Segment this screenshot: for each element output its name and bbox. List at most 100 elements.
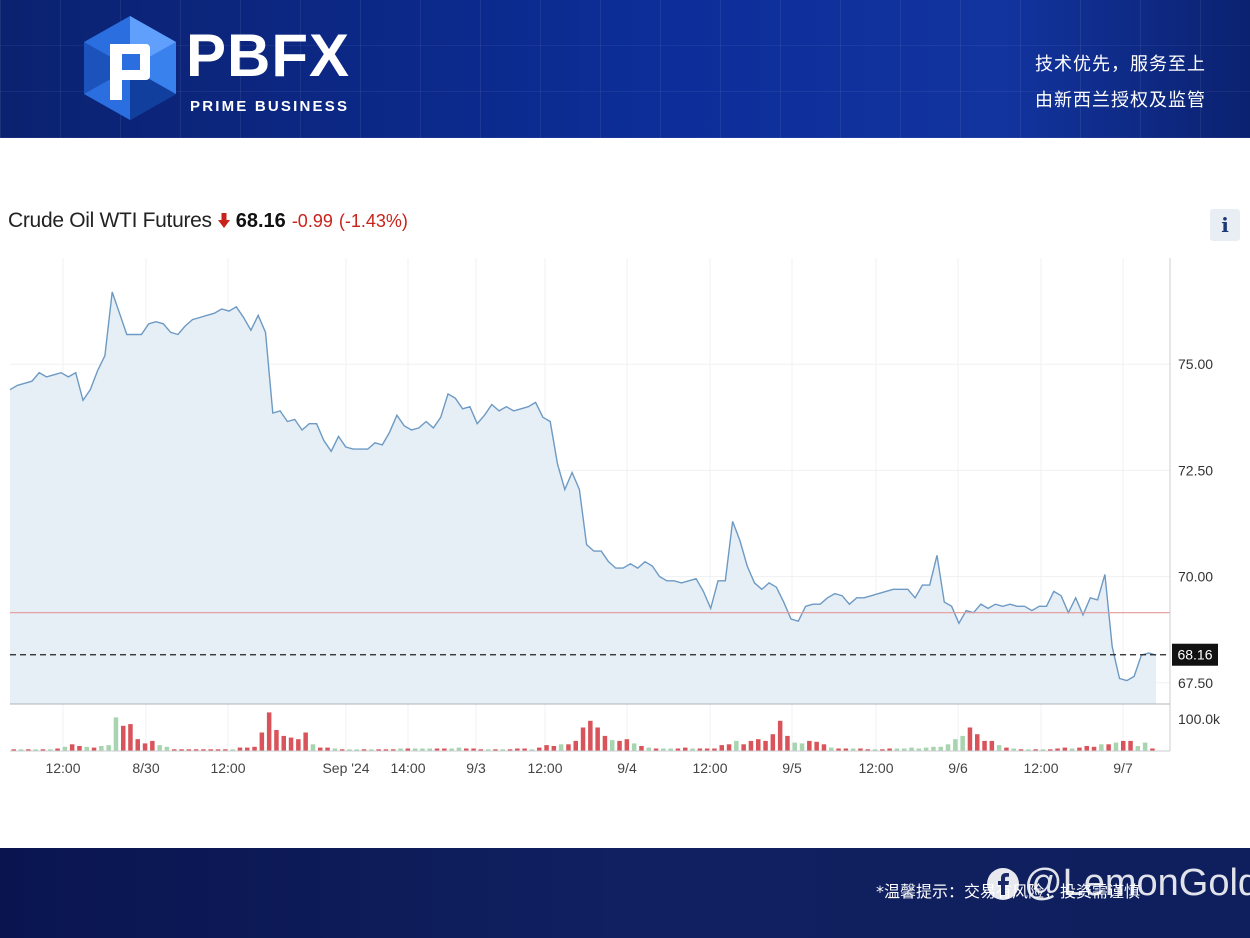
- pbfx-logo-icon: [84, 16, 176, 120]
- volume-bar: [1018, 749, 1024, 751]
- x-tick-label: 12:00: [45, 760, 80, 776]
- y-tick-label: 70.00: [1178, 569, 1213, 585]
- volume-bar: [719, 745, 724, 751]
- volume-bar: [748, 740, 754, 751]
- volume-bar: [325, 747, 330, 751]
- volume-bar: [945, 744, 951, 751]
- volume-bar: [610, 740, 615, 751]
- volume-bar: [821, 744, 827, 751]
- volume-bar: [1011, 748, 1016, 751]
- volume-bar: [880, 749, 885, 751]
- volume-bar: [938, 746, 943, 751]
- volume-bar: [602, 735, 608, 751]
- volume-bar: [383, 749, 389, 751]
- volume-bar: [624, 739, 630, 751]
- volume-bar: [829, 747, 834, 751]
- volume-bar: [792, 742, 797, 751]
- volume-bar: [449, 748, 454, 751]
- volume-bar: [493, 749, 498, 751]
- price-change: -0.99: [291, 210, 333, 231]
- volume-bar: [77, 746, 82, 751]
- volume-bar: [537, 747, 542, 751]
- volume-bar: [157, 745, 162, 751]
- volume-bar: [471, 748, 476, 751]
- volume-bar: [661, 748, 666, 751]
- volume-bar: [420, 748, 425, 751]
- volume-bar: [1091, 746, 1097, 751]
- volume-bar: [172, 749, 177, 751]
- volume-bar: [558, 744, 564, 751]
- volume-bar: [588, 720, 593, 751]
- volume-bar: [807, 740, 812, 751]
- volume-bar: [347, 749, 352, 751]
- volume-bar: [412, 748, 418, 751]
- volume-bar: [318, 747, 323, 751]
- price-area-fill: [10, 292, 1156, 704]
- volume-bar: [1150, 748, 1155, 751]
- volume-bar: [544, 745, 549, 751]
- volume-bar: [135, 739, 140, 751]
- volume-bar: [237, 747, 243, 751]
- volume-bar: [405, 748, 411, 751]
- volume-bar: [843, 748, 849, 751]
- volume-bar: [434, 748, 440, 751]
- volume-bar: [726, 744, 732, 751]
- volume-bar: [894, 748, 900, 751]
- volume-bar: [522, 748, 527, 751]
- volume-bar: [916, 748, 922, 751]
- volume-bar: [814, 741, 819, 751]
- watermark: @LemonGold: [986, 862, 1250, 905]
- volume-bar: [274, 730, 279, 751]
- volume-bar: [756, 739, 761, 751]
- last-price-label: 68.16: [1177, 647, 1212, 663]
- volume-bar: [223, 749, 228, 751]
- volume-bar: [354, 749, 359, 751]
- volume-axis-label: 100.0k: [1178, 711, 1221, 727]
- volume-bar: [500, 749, 505, 751]
- volume-bar: [1033, 749, 1038, 751]
- volume-bar: [62, 746, 68, 751]
- volume-bar: [128, 724, 133, 751]
- volume-bar: [193, 749, 199, 751]
- volume-bar: [164, 746, 170, 751]
- volume-bar: [573, 740, 578, 751]
- volume-bar: [566, 744, 571, 751]
- x-tick-label: 14:00: [390, 760, 425, 776]
- volume-bar: [887, 748, 892, 751]
- volume-bars: [11, 712, 1155, 751]
- brand-tagline: PRIME BUSINESS: [190, 98, 350, 115]
- chart-title: Crude Oil WTI Futures: [8, 209, 212, 232]
- watermark-text: @LemonGold: [1024, 862, 1250, 904]
- info-button[interactable]: i: [1210, 209, 1240, 241]
- volume-bar: [398, 748, 403, 751]
- volume-bar: [266, 712, 272, 751]
- volume-bar: [1121, 740, 1126, 751]
- down-arrow-icon: [217, 213, 230, 228]
- volume-bar: [712, 748, 717, 751]
- volume-bar: [11, 749, 16, 751]
- volume-bar: [683, 747, 688, 751]
- volume-bar: [690, 748, 695, 751]
- volume-bar: [967, 727, 973, 751]
- volume-bar: [1048, 749, 1053, 751]
- x-tick-label: 9/4: [617, 760, 637, 776]
- volume-bar: [1084, 746, 1089, 751]
- price-area: [9, 291, 1170, 704]
- x-tick-label: 9/5: [782, 760, 802, 776]
- facebook-icon: [987, 867, 1019, 900]
- volume-bar: [332, 748, 338, 751]
- brand-name: PBFX: [186, 22, 351, 89]
- x-tick-label: 9/3: [466, 760, 486, 776]
- volume-bar: [55, 748, 60, 751]
- volume-bar: [1004, 747, 1009, 751]
- footer-banner: [0, 848, 1250, 938]
- volume-bar: [777, 720, 783, 751]
- volume-bar: [1128, 740, 1133, 751]
- volume-bar: [653, 748, 659, 751]
- volume-bar: [150, 740, 155, 751]
- volume-bar: [529, 749, 535, 751]
- volume-bar: [1135, 746, 1141, 751]
- volume-bar: [69, 744, 75, 751]
- volume-bar: [18, 749, 24, 751]
- volume-bar: [113, 717, 119, 751]
